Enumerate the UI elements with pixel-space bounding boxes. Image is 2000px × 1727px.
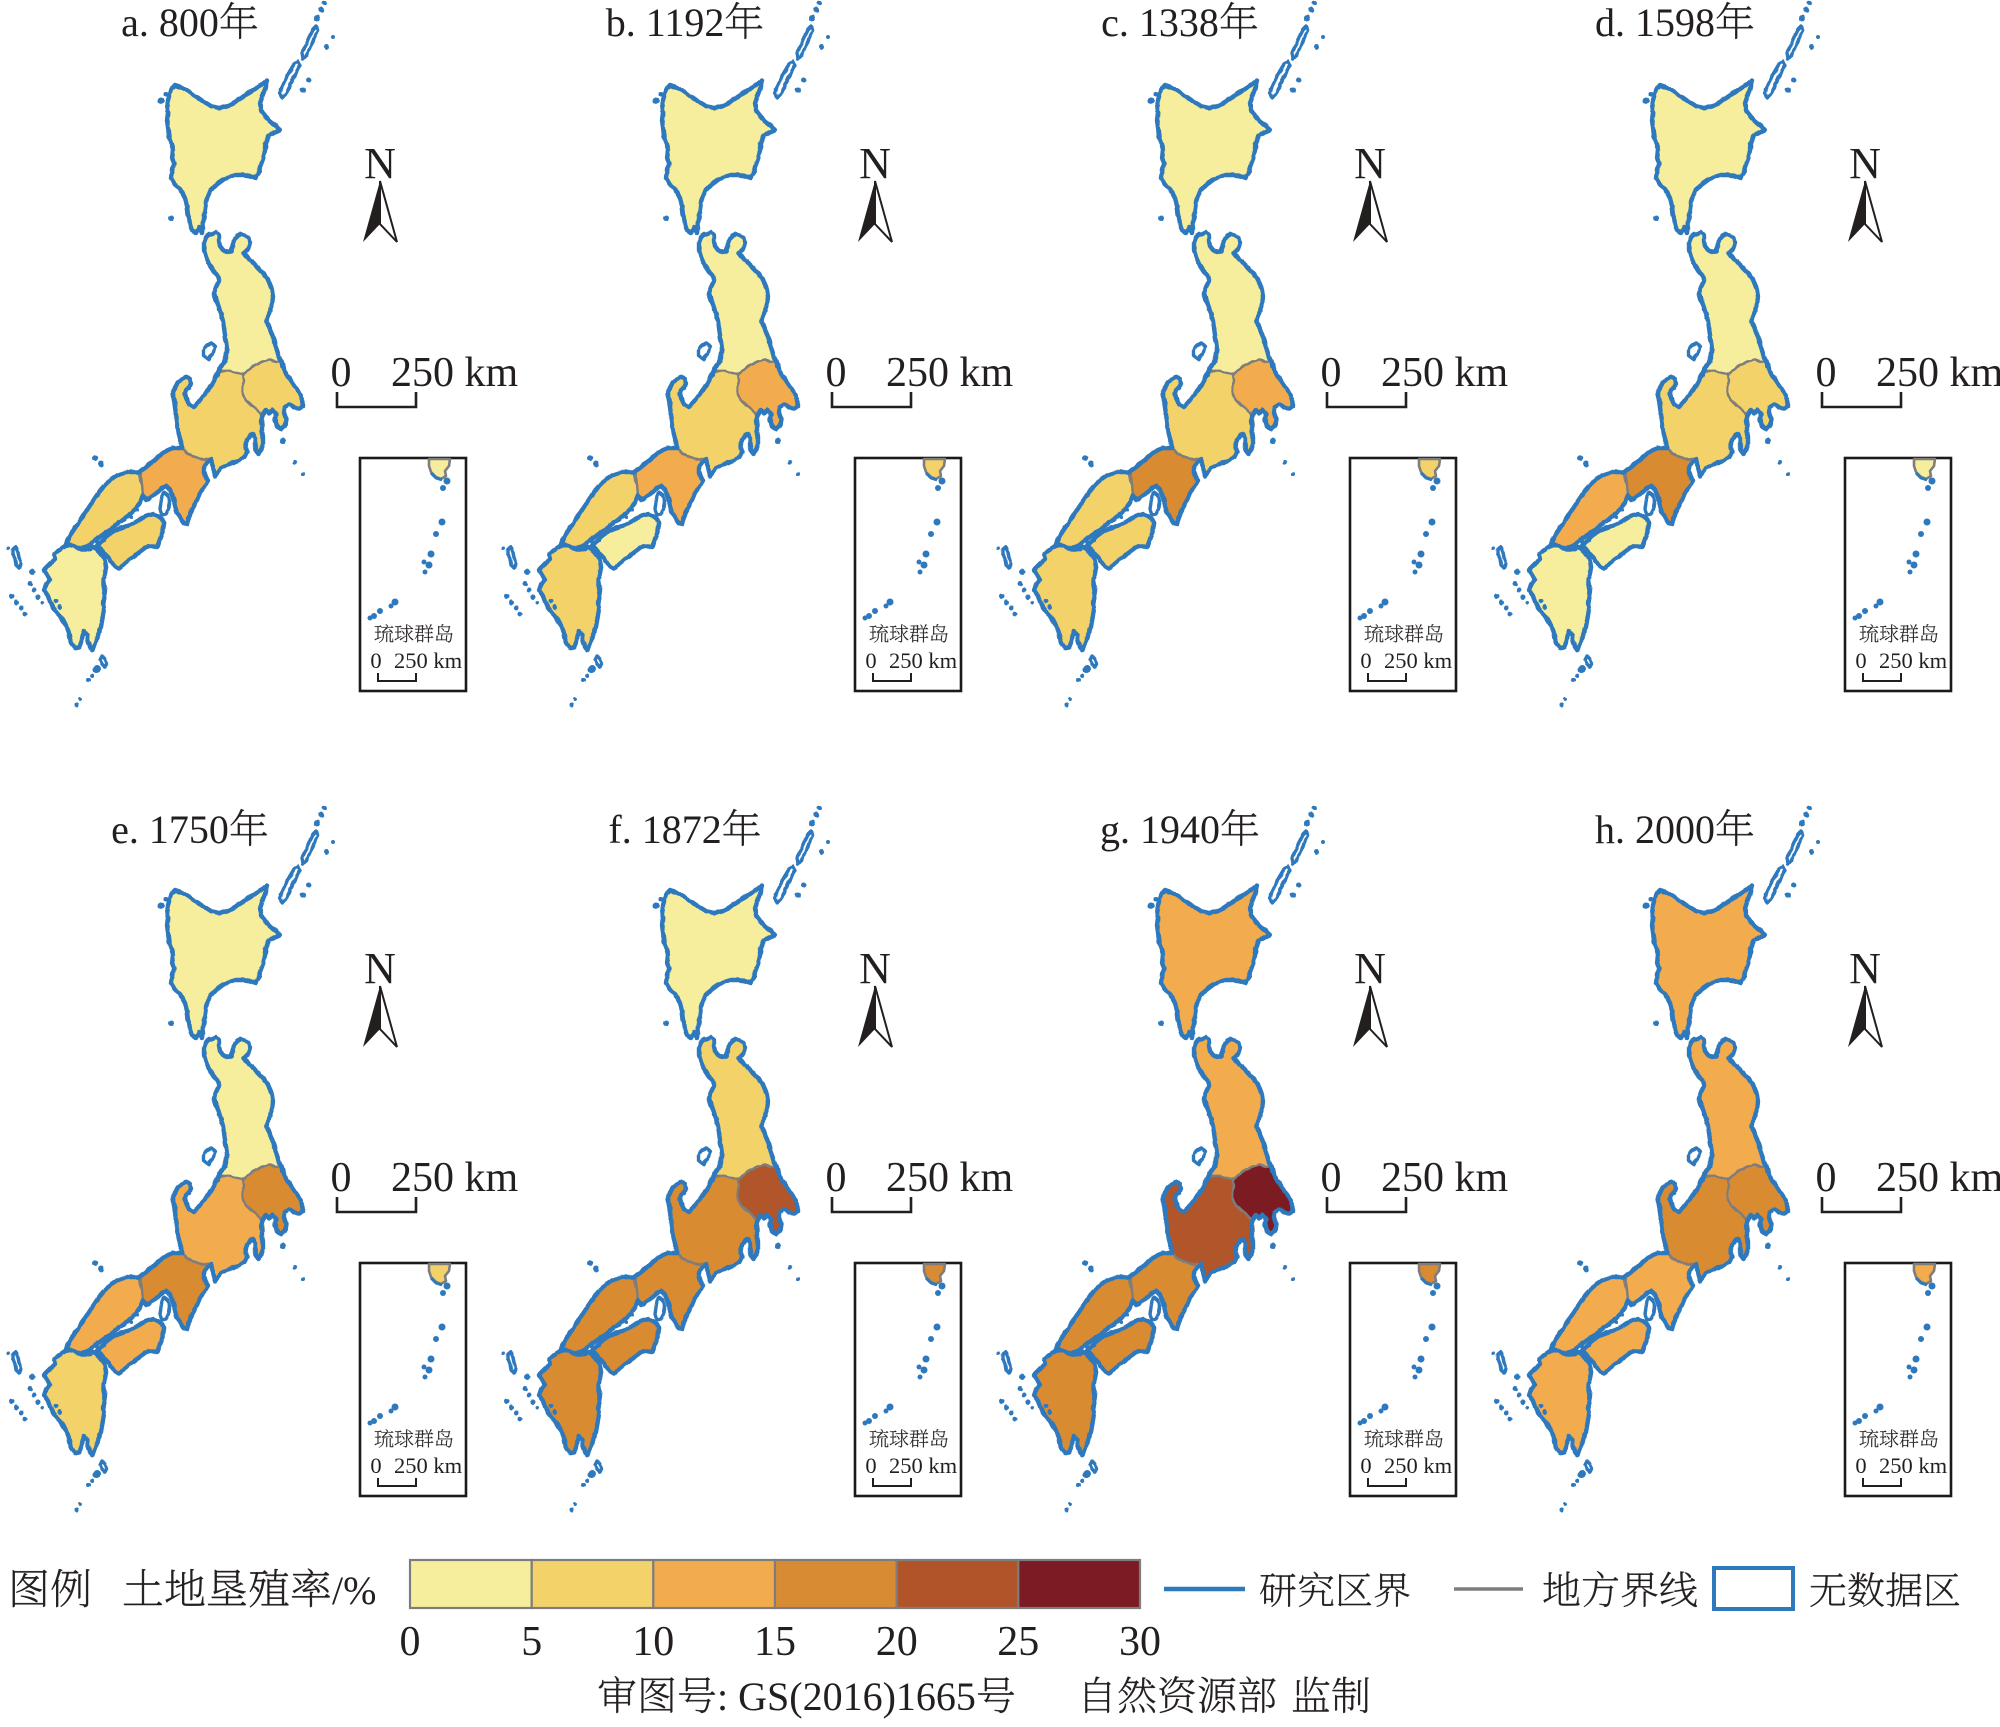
svg-text:a. 800: a. 800 [121,0,219,45]
svg-text:b. 1192: b. 1192 [606,0,725,45]
svg-text:: GS(2016)1665: : GS(2016)1665 [717,1674,976,1719]
svg-text:20: 20 [876,1619,918,1665]
svg-text:10: 10 [632,1619,674,1665]
svg-text:30: 30 [1119,1619,1161,1665]
svg-text:25: 25 [997,1619,1039,1665]
svg-text:d. 1598: d. 1598 [1595,0,1715,45]
svg-text:g. 1940: g. 1940 [1100,807,1220,852]
svg-text:/%: /% [332,1568,376,1613]
svg-text:0: 0 [400,1619,421,1665]
svg-text:f. 1872: f. 1872 [608,807,721,852]
svg-text:c. 1338: c. 1338 [1101,0,1219,45]
svg-text:e. 1750: e. 1750 [111,807,229,852]
svg-text:15: 15 [754,1619,796,1665]
svg-text:h. 2000: h. 2000 [1595,807,1715,852]
svg-text:5: 5 [521,1619,542,1665]
